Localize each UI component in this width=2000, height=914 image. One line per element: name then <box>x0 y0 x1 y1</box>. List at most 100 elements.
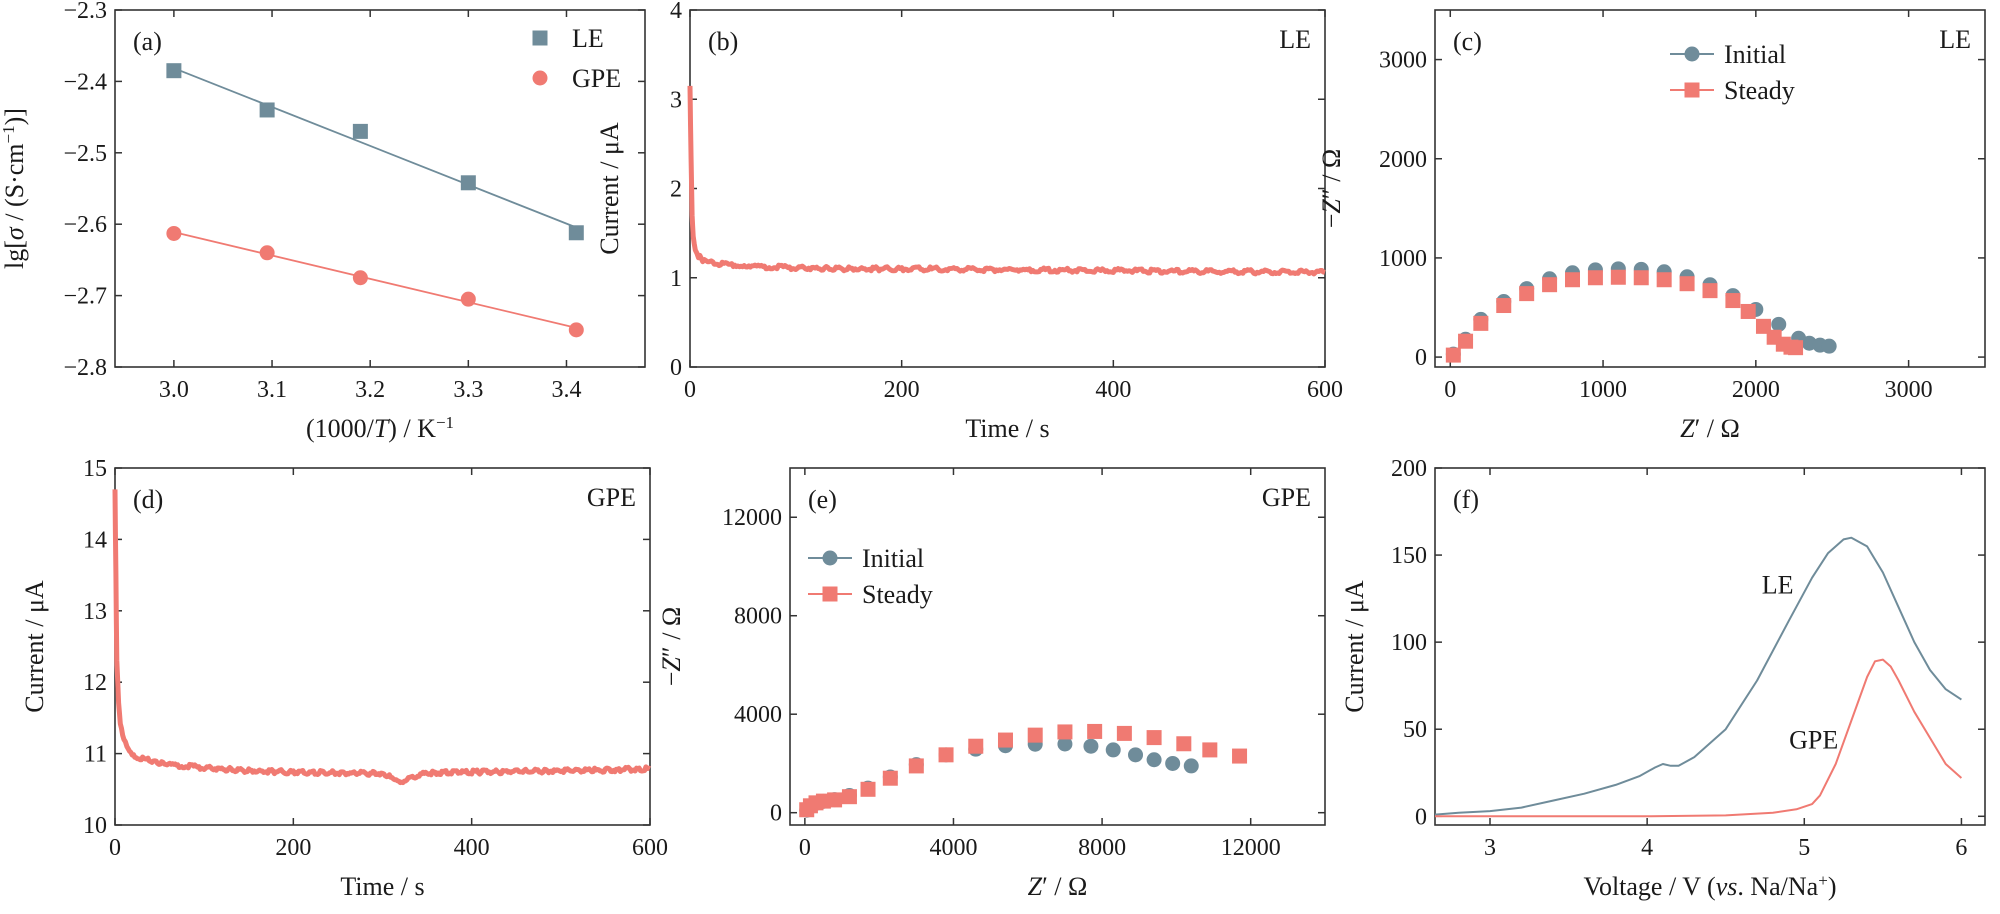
x-axis-title-part: −1 <box>436 413 454 432</box>
y-tick-label: 10 <box>83 813 107 839</box>
plot-frame <box>1434 9 1986 368</box>
data-point <box>882 770 898 786</box>
data-point <box>1057 736 1073 752</box>
y-axis-title: Current / μA <box>595 122 624 255</box>
legend-marker <box>822 550 838 566</box>
y-tick-label: 100 <box>1391 630 1427 656</box>
x-axis-title: Time / s <box>965 414 1049 443</box>
y-tick-label: 3000 <box>1379 48 1427 74</box>
y-axis-title-part: σ <box>0 226 29 240</box>
data-point <box>860 781 876 797</box>
legend-marker <box>532 70 548 86</box>
x-tick-label: 5 <box>1798 835 1810 861</box>
legend-item: Steady <box>808 580 933 609</box>
legend-label: Steady <box>1724 76 1795 105</box>
legend-item: Initial <box>808 544 924 573</box>
data-point <box>1083 738 1099 754</box>
y-tick-label: −2.4 <box>63 69 107 95</box>
data-series-line <box>1435 658 1963 818</box>
x-tick-label: 4 <box>1641 835 1653 861</box>
data-point <box>1610 269 1626 285</box>
y-tick-label: 14 <box>83 527 107 553</box>
x-tick-label: 3000 <box>1885 377 1933 403</box>
y-tick-label: 15 <box>83 456 107 482</box>
panel-label: (a) <box>133 27 162 56</box>
plot-frame <box>114 9 646 368</box>
data-point <box>1116 725 1132 741</box>
data-point <box>1496 298 1512 314</box>
y-axis-title-part: Z <box>657 657 686 672</box>
data-point <box>1788 340 1804 356</box>
data-point <box>1232 748 1248 764</box>
legend-label: GPE <box>572 64 621 93</box>
data-point <box>1565 272 1580 288</box>
panel-label: (b) <box>708 27 738 56</box>
x-tick-label: 12000 <box>1221 835 1281 861</box>
y-axis-title: lg[σ / (S·cm−1)] <box>0 108 29 269</box>
data-point <box>1702 283 1718 299</box>
x-tick-label: 8000 <box>1078 835 1126 861</box>
y-tick-label: 0 <box>1415 345 1427 371</box>
data-point <box>1740 303 1756 319</box>
y-axis-title-part: ″ / Ω <box>1317 149 1346 199</box>
y-tick-label: 200 <box>1391 456 1427 482</box>
x-axis-title: Z′ / Ω <box>1680 414 1740 443</box>
y-tick-label: −2.8 <box>63 355 107 381</box>
x-axis-title-part: ) / K <box>388 414 436 443</box>
plot-frame <box>1434 467 1986 826</box>
legend-item: Steady <box>1670 76 1795 105</box>
x-tick-label: 200 <box>275 835 311 861</box>
data-point <box>1458 333 1474 349</box>
x-tick-label: 3.2 <box>355 377 385 403</box>
x-tick-label: 3.0 <box>159 377 189 403</box>
chart-panel-a: 3.0 3.1 3.2 3.3 3.4 −2.8 −2.7 −2.6 −2.5 −2.4 −2.3 (… <box>0 0 646 444</box>
y-tick-label: 12000 <box>722 505 782 531</box>
x-axis-title: (1000/T) / K−1 <box>306 413 454 444</box>
x-axis-title: Time / s <box>340 872 424 901</box>
y-axis-title-part: / (S·cm <box>0 143 29 227</box>
data-point <box>841 789 857 805</box>
y-tick-label: 4000 <box>734 702 782 728</box>
data-point <box>1771 316 1787 332</box>
x-axis-title-part: T <box>374 414 390 443</box>
data-point <box>1087 723 1103 739</box>
x-tick-label: 4000 <box>929 835 977 861</box>
x-tick-label: 400 <box>454 835 490 861</box>
y-tick-label: 0 <box>770 801 782 827</box>
legend-marker <box>532 30 548 46</box>
data-point <box>1146 730 1162 746</box>
panel-tag: LE <box>1279 25 1311 54</box>
legend-item: LE <box>532 24 604 53</box>
y-tick-label: 13 <box>83 599 107 625</box>
y-axis-title-part: ″ / Ω <box>657 607 686 657</box>
plot-frame <box>789 467 1326 826</box>
legend-label: Initial <box>1724 40 1786 69</box>
legend-label: Steady <box>862 580 933 609</box>
data-point <box>166 63 182 79</box>
y-tick-label: 1000 <box>1379 246 1427 272</box>
data-point <box>1105 742 1121 758</box>
chart-panel-b: 0 200 400 600 0 1 2 3 4 (b) LE Time / s Current / μA <box>595 0 1343 443</box>
x-axis-title-part: ′ / Ω <box>1042 872 1087 901</box>
data-point <box>1176 736 1192 752</box>
x-tick-label: 200 <box>884 377 920 403</box>
data-point <box>166 225 182 241</box>
y-tick-label: 12 <box>83 670 107 696</box>
data-point <box>1202 742 1218 758</box>
x-axis-title-part: Voltage / V ( <box>1584 872 1716 901</box>
y-tick-label: 2 <box>670 177 682 203</box>
y-axis-title-part: Z <box>1317 199 1346 214</box>
data-series-line <box>687 85 1326 277</box>
x-axis-title-part: ) <box>1828 872 1837 901</box>
curve-annotation: GPE <box>1789 725 1838 754</box>
panel-tag: GPE <box>587 483 636 512</box>
x-axis-title: Z′ / Ω <box>1028 872 1088 901</box>
panel-label: (c) <box>1453 27 1482 56</box>
fit-line <box>173 67 577 229</box>
y-tick-label: 1 <box>670 266 682 292</box>
plot-frame <box>689 9 1326 368</box>
x-tick-label: 2000 <box>1732 377 1780 403</box>
x-axis-title-part: (1000/ <box>306 414 375 443</box>
x-tick-label: 600 <box>1307 377 1343 403</box>
